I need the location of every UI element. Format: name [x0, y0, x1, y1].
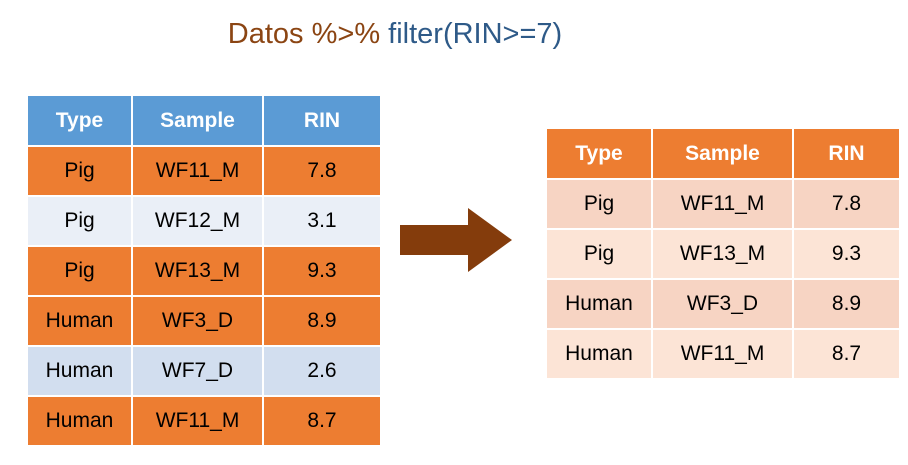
cell-sample: WF11_M — [132, 146, 264, 197]
filtered-table-header-row: Type Sample RIN — [547, 129, 901, 180]
cell-sample: WF12_M — [132, 196, 264, 247]
cell-rin: 9.3 — [793, 229, 901, 280]
header-rin: RIN — [793, 129, 901, 180]
cell-sample: WF11_M — [652, 329, 794, 380]
table-row: Human WF3_D 8.9 — [547, 279, 901, 330]
cell-type: Human — [547, 279, 653, 330]
table-row: Pig WF11_M 7.8 — [28, 146, 382, 197]
header-rin: RIN — [263, 96, 382, 147]
cell-type: Human — [28, 346, 133, 397]
cell-sample: WF3_D — [652, 279, 794, 330]
table-row: Human WF7_D 2.6 — [28, 346, 382, 397]
table-row: Human WF3_D 8.9 — [28, 296, 382, 347]
cell-rin: 8.9 — [793, 279, 901, 330]
cell-sample: WF3_D — [132, 296, 264, 347]
table-row: Human WF11_M 8.7 — [28, 396, 382, 447]
title-code-filter: filter(RIN>=7) — [388, 18, 563, 50]
filtered-table: Type Sample RIN Pig WF11_M 7.8 Pig WF13_… — [547, 129, 901, 380]
cell-rin: 7.8 — [793, 179, 901, 230]
cell-sample: WF7_D — [132, 346, 264, 397]
cell-rin: 9.3 — [263, 246, 382, 297]
cell-rin: 8.7 — [263, 396, 382, 447]
header-sample: Sample — [132, 96, 264, 147]
header-type: Type — [547, 129, 653, 180]
cell-type: Pig — [28, 246, 133, 297]
table-row: Pig WF12_M 3.1 — [28, 196, 382, 247]
cell-rin: 3.1 — [263, 196, 382, 247]
cell-sample: WF11_M — [132, 396, 264, 447]
header-type: Type — [28, 96, 133, 147]
table-row: Pig WF13_M 9.3 — [547, 229, 901, 280]
cell-sample: WF13_M — [652, 229, 794, 280]
cell-type: Pig — [547, 229, 653, 280]
cell-type: Human — [547, 329, 653, 380]
cell-rin: 8.9 — [263, 296, 382, 347]
header-sample: Sample — [652, 129, 794, 180]
cell-type: Human — [28, 296, 133, 347]
slide-title: Datos %>% filter(RIN>=7) — [0, 14, 790, 54]
cell-type: Pig — [28, 196, 133, 247]
right-arrow-icon — [400, 208, 512, 272]
table-row: Pig WF11_M 7.8 — [547, 179, 901, 230]
cell-sample: WF13_M — [132, 246, 264, 297]
title-code-lead: Datos %>% — [227, 18, 389, 50]
cell-rin: 2.6 — [263, 346, 382, 397]
cell-sample: WF11_M — [652, 179, 794, 230]
cell-rin: 7.8 — [263, 146, 382, 197]
cell-rin: 8.7 — [793, 329, 901, 380]
input-table-header-row: Type Sample RIN — [28, 96, 382, 147]
input-table: Type Sample RIN Pig WF11_M 7.8 Pig WF12_… — [28, 96, 382, 447]
table-row: Pig WF13_M 9.3 — [28, 246, 382, 297]
cell-type: Pig — [28, 146, 133, 197]
cell-type: Human — [28, 396, 133, 447]
table-row: Human WF11_M 8.7 — [547, 329, 901, 380]
cell-type: Pig — [547, 179, 653, 230]
